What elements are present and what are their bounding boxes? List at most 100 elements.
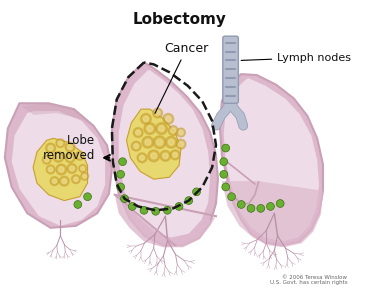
Circle shape	[140, 206, 148, 214]
Circle shape	[53, 152, 64, 162]
Circle shape	[48, 146, 53, 151]
Circle shape	[163, 113, 174, 124]
Polygon shape	[12, 111, 105, 226]
Text: Lymph nodes: Lymph nodes	[241, 52, 351, 63]
Circle shape	[222, 144, 230, 152]
Polygon shape	[119, 70, 210, 238]
Circle shape	[220, 158, 228, 166]
Circle shape	[74, 177, 78, 182]
Circle shape	[139, 155, 145, 160]
Circle shape	[81, 167, 85, 170]
Circle shape	[152, 207, 160, 215]
Circle shape	[128, 202, 136, 210]
FancyBboxPatch shape	[223, 36, 238, 103]
Circle shape	[65, 142, 75, 152]
Circle shape	[159, 126, 164, 131]
Circle shape	[170, 150, 180, 160]
Circle shape	[68, 145, 72, 149]
Circle shape	[156, 123, 167, 134]
Circle shape	[155, 111, 160, 116]
Circle shape	[59, 176, 69, 186]
Circle shape	[67, 164, 77, 173]
Circle shape	[151, 153, 157, 159]
Circle shape	[117, 183, 124, 191]
Circle shape	[56, 154, 61, 160]
Polygon shape	[220, 74, 323, 245]
Circle shape	[171, 128, 176, 133]
Circle shape	[44, 158, 49, 162]
Circle shape	[168, 139, 174, 145]
Circle shape	[178, 142, 184, 147]
Circle shape	[84, 193, 91, 201]
Circle shape	[119, 158, 127, 166]
Circle shape	[83, 174, 87, 178]
Circle shape	[58, 141, 62, 146]
Circle shape	[175, 202, 183, 210]
Circle shape	[136, 130, 141, 135]
Circle shape	[144, 123, 156, 134]
Circle shape	[156, 139, 163, 146]
Circle shape	[153, 136, 166, 148]
Circle shape	[166, 116, 171, 122]
Polygon shape	[5, 103, 112, 228]
Circle shape	[121, 195, 128, 203]
Circle shape	[173, 152, 178, 157]
Circle shape	[52, 179, 57, 183]
Circle shape	[185, 197, 193, 205]
Polygon shape	[222, 181, 323, 247]
Circle shape	[81, 172, 88, 180]
Circle shape	[75, 152, 84, 160]
Circle shape	[50, 177, 59, 185]
Circle shape	[117, 170, 124, 178]
Circle shape	[56, 139, 65, 148]
Circle shape	[176, 139, 186, 149]
Circle shape	[72, 175, 80, 184]
Polygon shape	[127, 109, 181, 179]
Text: Cancer: Cancer	[155, 42, 209, 113]
Circle shape	[247, 205, 255, 212]
Circle shape	[143, 116, 149, 122]
Circle shape	[141, 113, 151, 124]
Circle shape	[62, 179, 67, 184]
Circle shape	[276, 200, 284, 207]
Polygon shape	[115, 195, 216, 247]
Text: Lobectomy: Lobectomy	[133, 12, 227, 27]
Circle shape	[137, 153, 147, 163]
Circle shape	[42, 155, 51, 164]
Circle shape	[134, 144, 139, 148]
Circle shape	[160, 151, 171, 161]
Circle shape	[65, 153, 75, 163]
Circle shape	[74, 201, 82, 208]
Circle shape	[228, 193, 236, 201]
Circle shape	[68, 155, 72, 160]
Circle shape	[56, 164, 67, 175]
Text: © 2006 Teresa Winslow
U.S. Govt. has certain rights: © 2006 Teresa Winslow U.S. Govt. has cer…	[270, 274, 347, 285]
Circle shape	[59, 167, 64, 172]
Text: Lobe
removed: Lobe removed	[43, 134, 95, 162]
Circle shape	[163, 206, 171, 214]
Circle shape	[193, 188, 200, 196]
Circle shape	[77, 154, 82, 158]
Circle shape	[153, 108, 163, 118]
Circle shape	[48, 167, 53, 172]
Circle shape	[166, 136, 177, 148]
Circle shape	[163, 153, 168, 158]
Circle shape	[177, 128, 185, 137]
Polygon shape	[112, 62, 218, 245]
Circle shape	[131, 141, 141, 151]
Circle shape	[148, 150, 160, 162]
Circle shape	[168, 126, 178, 135]
Circle shape	[46, 143, 55, 153]
Polygon shape	[33, 138, 88, 201]
Circle shape	[222, 183, 230, 191]
Circle shape	[257, 205, 265, 212]
Circle shape	[237, 201, 245, 208]
Circle shape	[147, 126, 153, 131]
Circle shape	[220, 170, 228, 178]
Circle shape	[79, 165, 87, 172]
Circle shape	[46, 165, 55, 174]
Circle shape	[145, 139, 151, 145]
Polygon shape	[224, 78, 319, 242]
Polygon shape	[21, 103, 93, 126]
Circle shape	[179, 130, 183, 135]
